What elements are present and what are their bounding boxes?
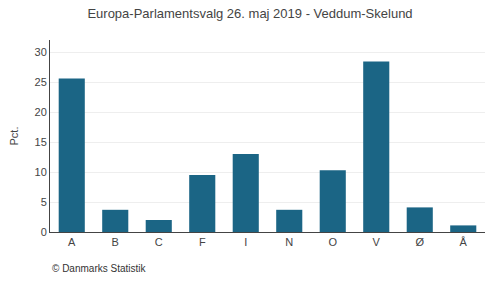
svg-text:O: O: [328, 236, 337, 248]
svg-text:B: B: [112, 236, 119, 248]
svg-text:V: V: [373, 236, 381, 248]
svg-text:F: F: [199, 236, 206, 248]
svg-text:0: 0: [41, 226, 47, 238]
svg-text:20: 20: [35, 106, 47, 118]
svg-text:Europa-Parlamentsvalg 26. maj: Europa-Parlamentsvalg 26. maj 2019 - Ved…: [87, 6, 412, 21]
svg-text:© Danmarks Statistik: © Danmarks Statistik: [52, 263, 147, 274]
svg-text:Pct.: Pct.: [8, 127, 20, 146]
svg-text:Ø: Ø: [415, 236, 424, 248]
svg-text:5: 5: [41, 196, 47, 208]
svg-text:15: 15: [35, 136, 47, 148]
svg-text:C: C: [155, 236, 163, 248]
svg-text:A: A: [68, 236, 76, 248]
svg-text:25: 25: [35, 76, 47, 88]
svg-text:I: I: [244, 236, 247, 248]
svg-text:Å: Å: [460, 236, 468, 248]
svg-text:10: 10: [35, 166, 47, 178]
svg-text:N: N: [285, 236, 293, 248]
svg-text:30: 30: [35, 46, 47, 58]
